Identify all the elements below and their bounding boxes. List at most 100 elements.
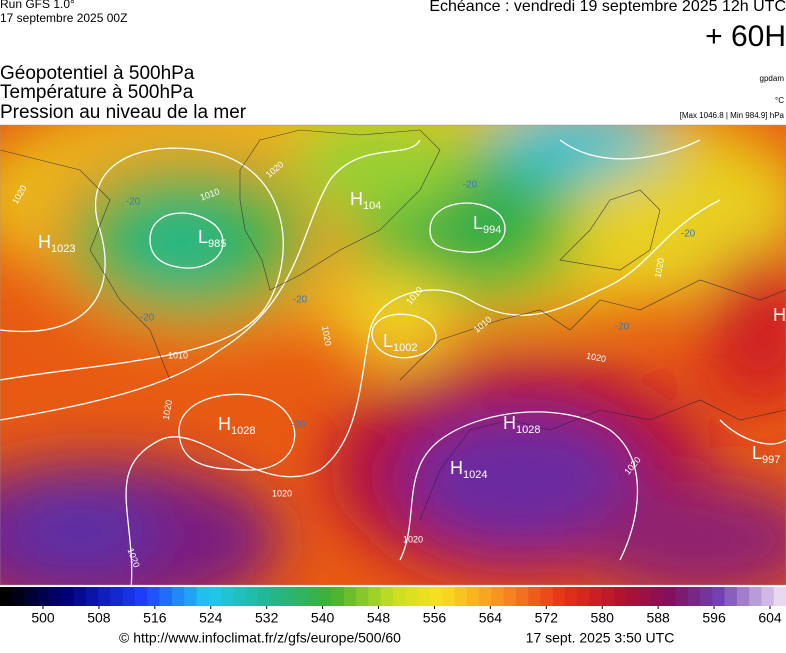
- colorbar-tick-label: 572: [535, 610, 559, 626]
- colorbar-swatch: [184, 587, 197, 606]
- colorbar-swatch: [429, 587, 443, 606]
- colorbar-swatch: [442, 587, 455, 606]
- colorbar-tick-label: 604: [758, 610, 782, 626]
- colorbar-tick-label: 556: [423, 610, 447, 626]
- pressure-center: L994: [473, 213, 501, 236]
- colorbar-swatch: [49, 587, 62, 606]
- colorbar-swatch: [294, 587, 308, 606]
- colorbar-swatch: [601, 587, 615, 606]
- center-value: 1024: [463, 469, 487, 481]
- temperature-label: -20: [615, 322, 630, 333]
- colorbar-swatch: [393, 587, 406, 606]
- colorbar-swatch: [98, 587, 111, 606]
- colorbar-swatch: [663, 587, 676, 606]
- pressure-center: L1002: [383, 331, 418, 354]
- colorbar-swatch: [564, 587, 578, 606]
- colorbar-swatch: [282, 587, 296, 606]
- colorbar-tick-label: 508: [87, 610, 111, 626]
- isobar-label: 1020: [272, 488, 292, 498]
- colorbar-swatch: [196, 587, 210, 606]
- pressure-center: L997: [752, 443, 780, 466]
- colorbar-swatch: [221, 587, 234, 606]
- isobar-label: 1020: [585, 351, 606, 364]
- colorbar-swatch: [700, 587, 713, 606]
- colorbar-swatch: [515, 587, 529, 606]
- colorbar-swatch: [614, 587, 627, 606]
- colorbar-swatch: [466, 587, 480, 606]
- colorbar-swatch: [270, 587, 283, 606]
- colorbar-swatch: [61, 587, 74, 606]
- colorbar-swatch: [761, 587, 775, 606]
- colorbar-swatch: [319, 587, 332, 606]
- colorbar-swatch: [343, 587, 357, 606]
- center-value: 997: [762, 454, 780, 466]
- temperature-label: -20: [140, 313, 155, 324]
- colorbar-tick-label: 500: [31, 610, 55, 626]
- title: Pression au niveau de la mer: [0, 102, 247, 123]
- colorbar-tick-label: 588: [646, 610, 670, 626]
- colorbar-swatch: [650, 587, 664, 606]
- center-type: L: [383, 331, 393, 351]
- pressure-center: H: [773, 305, 786, 325]
- center-type: H: [450, 458, 463, 478]
- colorbar-swatch: [503, 587, 517, 606]
- colorbar-swatch: [331, 587, 345, 606]
- colorbar-tick-label: 548: [367, 610, 391, 626]
- center-type: H: [350, 189, 363, 209]
- temperature-label: -20: [463, 180, 478, 191]
- center-value: 104: [363, 200, 381, 212]
- isobar-label: 1020: [320, 325, 333, 346]
- colorbar-swatch: [257, 587, 271, 606]
- coastlines: [0, 129, 786, 521]
- colorbar-swatch: [307, 587, 320, 606]
- colorbar-swatch: [552, 587, 566, 606]
- colorbar-swatch: [712, 587, 725, 606]
- unit: [Max 1046.8 | Min 984.9] hPa: [680, 111, 785, 120]
- isobar-label: 1020: [403, 534, 423, 544]
- colorbar-swatch: [73, 587, 87, 606]
- pressure-center: H1028: [503, 413, 540, 436]
- colorbar-tick-label: 596: [702, 610, 726, 626]
- colorbar-swatch: [380, 587, 394, 606]
- center-type: H: [218, 414, 231, 434]
- center-value: 1028: [231, 425, 255, 437]
- colorbar-tick-label: 516: [143, 610, 167, 626]
- pressure-center: H1028: [218, 414, 255, 437]
- model-label: Run GFS 1.0°: [0, 0, 75, 11]
- center-type: H: [773, 305, 786, 325]
- temperature-label: -20: [293, 295, 308, 306]
- colorbar-swatch: [368, 587, 382, 606]
- colorbar-swatch: [528, 587, 541, 606]
- isobar-label: 1010: [168, 350, 188, 360]
- isobars: [0, 139, 786, 585]
- colorbar-swatch: [356, 587, 369, 606]
- colorbar-swatch: [687, 587, 701, 606]
- colorbar-swatch: [675, 587, 689, 606]
- colorbar-swatch: [110, 587, 124, 606]
- colorbar-swatch: [626, 587, 639, 606]
- center-value: 1002: [393, 342, 417, 354]
- colorbar-swatch: [724, 587, 738, 606]
- center-type: L: [473, 213, 483, 233]
- temperature-label: -20: [291, 420, 306, 431]
- title: Géopotentiel à 500hPa: [0, 63, 195, 84]
- colorbar-swatch: [749, 587, 762, 606]
- unit: °C: [775, 96, 784, 105]
- pressure-center: H1023: [38, 232, 75, 255]
- colorbar: 500 508 516 524 532 540 548 556 564 572 580 588 596 6…: [0, 587, 786, 626]
- center-type: L: [198, 227, 208, 247]
- colorbar-swatch: [24, 587, 38, 606]
- title: Température à 500hPa: [0, 82, 194, 103]
- colorbar-swatch: [589, 587, 603, 606]
- colorbar-swatch: [12, 587, 25, 606]
- colorbar-swatch: [577, 587, 590, 606]
- isobar-label: 1020: [161, 399, 174, 420]
- colorbar-swatch: [491, 587, 504, 606]
- colorbar-tick-label: 524: [199, 610, 223, 626]
- temperature-label: -20: [126, 197, 141, 208]
- center-value: 994: [483, 224, 501, 236]
- colorbar-swatch: [159, 587, 173, 606]
- pressure-center: H1024: [450, 458, 487, 481]
- isobar-label: 1020: [653, 257, 666, 278]
